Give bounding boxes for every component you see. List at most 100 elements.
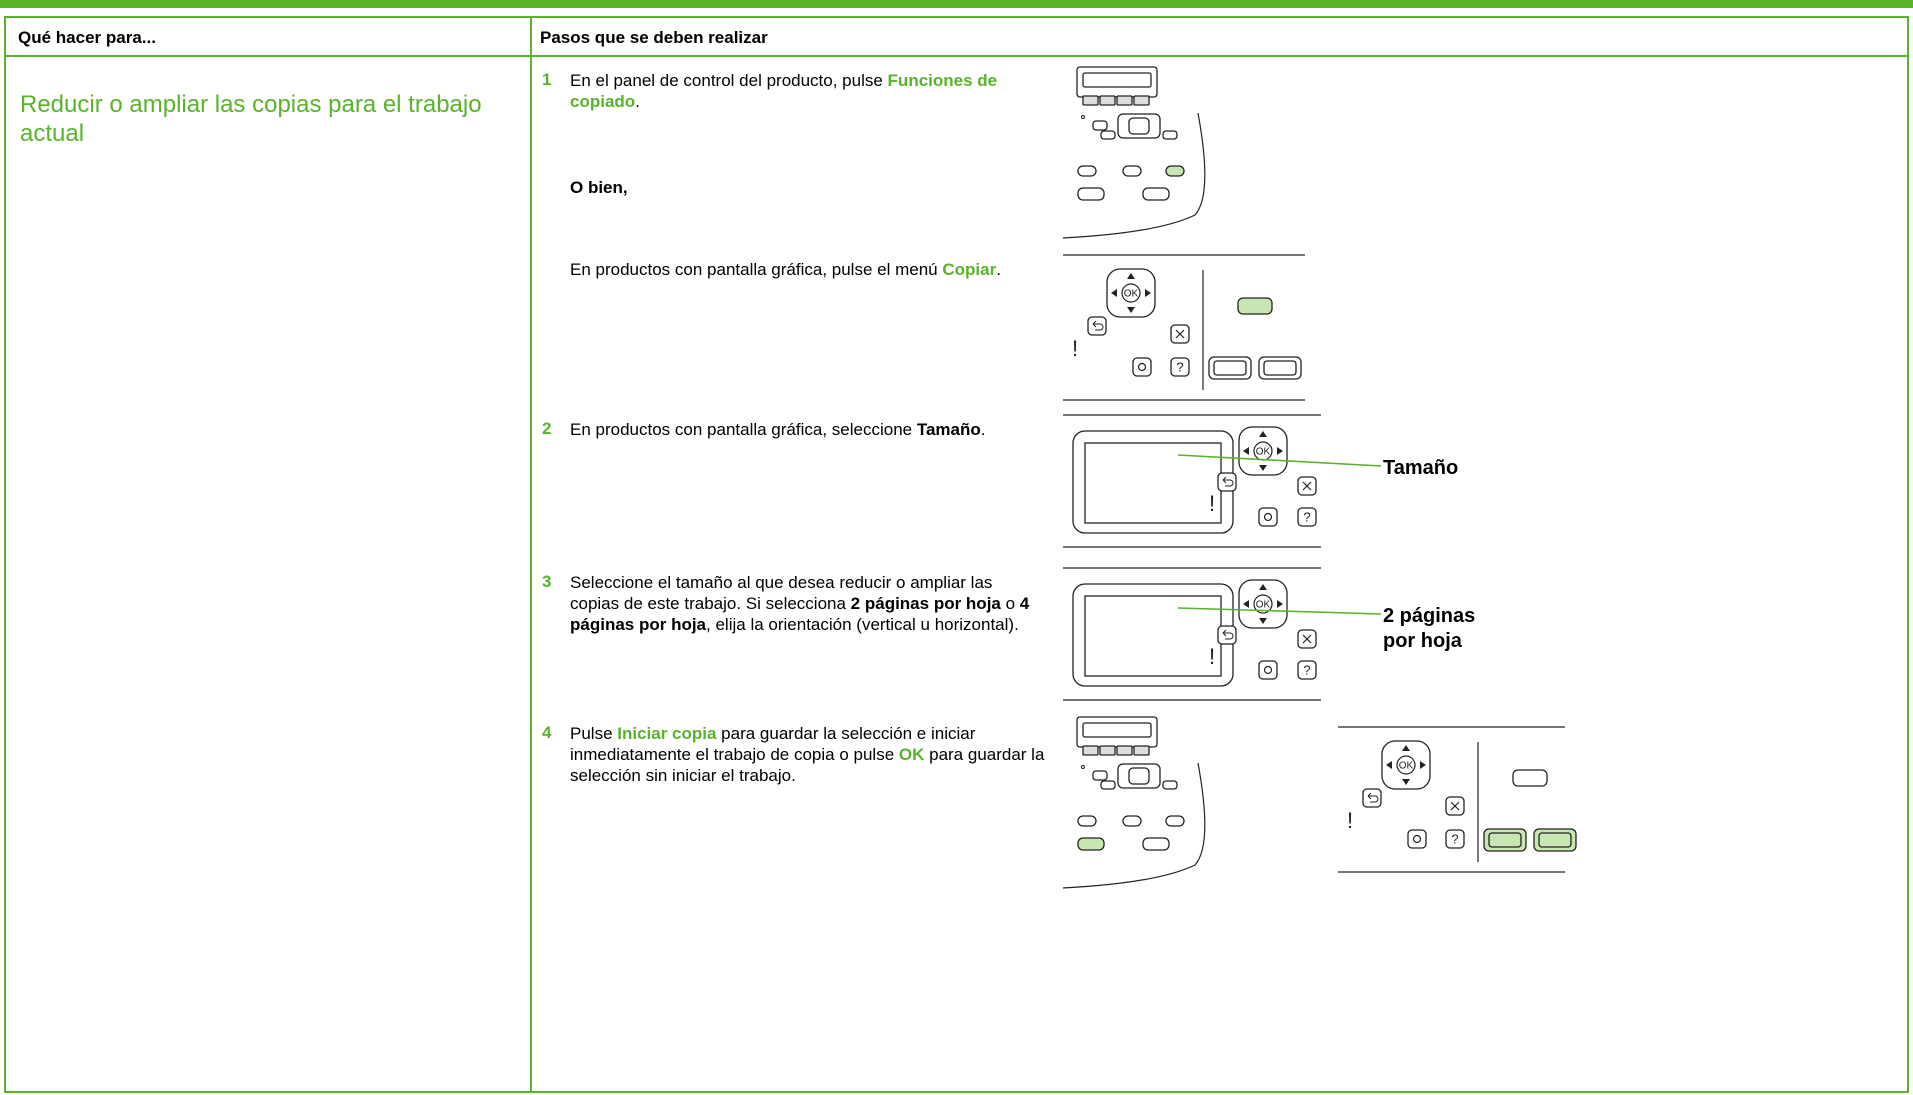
- callout-line: por hoja: [1383, 630, 1463, 652]
- figure-shape: [1362, 788, 1382, 808]
- figure-shape: [1133, 95, 1150, 106]
- figure-shape: [1099, 95, 1116, 106]
- figure-shape: [1092, 120, 1108, 131]
- header-cell: Qué hacer para...: [18, 28, 156, 47]
- figure-shape: [1259, 465, 1267, 471]
- key-label: OK: [1256, 447, 1271, 458]
- figure-shape: [1175, 329, 1185, 339]
- figure-shape: [1386, 761, 1392, 769]
- step-segment: Copiar: [942, 260, 997, 279]
- step-segment: En productos con pantalla gráfica, pulse…: [570, 260, 943, 279]
- figure-shape: [1122, 815, 1142, 827]
- figure-shape: [1302, 481, 1312, 491]
- figure-shape: [1081, 765, 1085, 769]
- figure-shape: [1177, 454, 1382, 467]
- figure-shape: [1122, 165, 1142, 177]
- figure-shape: [1121, 283, 1141, 303]
- figure-shape: [1062, 762, 1206, 889]
- figure-shape: [1420, 761, 1426, 769]
- step-segment: Seleccione el tamaño al que desea reduci…: [570, 573, 993, 613]
- top-bar: [0, 0, 1913, 8]
- figure-shape: [1165, 165, 1185, 177]
- figure-shape: [1145, 289, 1151, 297]
- figure-shape: [1077, 187, 1105, 201]
- figure-shape: [1259, 584, 1267, 590]
- figure-shape: [1402, 745, 1410, 751]
- callout-label: 2 páginas por hoja: [1383, 605, 1475, 652]
- step-segment: Iniciar copia: [617, 724, 717, 743]
- column-rule: [530, 16, 532, 1093]
- step-text: Seleccione el tamaño al que desea reduci…: [570, 572, 1045, 635]
- task-title: Reducir o ampliar las copias para el tra…: [20, 91, 482, 147]
- figure-shape: [1297, 507, 1317, 527]
- figure-shape: [1297, 660, 1317, 680]
- figure-shape: [1213, 360, 1247, 376]
- figure-shape: [1116, 95, 1133, 106]
- figure-shape: [1222, 476, 1234, 487]
- figure-shape: [1137, 362, 1147, 372]
- step-segment: para guardar la selección sin iniciar el…: [570, 745, 1045, 785]
- figure-shape: [1407, 829, 1427, 849]
- figure-shape: [1077, 815, 1097, 827]
- figure-shape: [1512, 769, 1548, 787]
- table-border: [4, 16, 1909, 1093]
- figure-shape: [1162, 780, 1178, 790]
- step-text: O bien,: [570, 177, 1045, 198]
- figure-shape: [1092, 320, 1104, 331]
- figure-shape: [1082, 745, 1099, 756]
- step-segment: En productos con pantalla gráfica, selec…: [570, 420, 917, 439]
- figure-shape: [1077, 837, 1105, 851]
- figure-shape: [1142, 837, 1170, 851]
- figure-shape: [1111, 289, 1117, 297]
- figure-shape: [1396, 755, 1416, 775]
- figure-shape: [1412, 834, 1422, 844]
- figure-shape: [1538, 832, 1572, 848]
- step-segment: O bien,: [570, 178, 628, 197]
- step-segment: Pulse: [570, 724, 618, 743]
- figure-shape: [1132, 357, 1152, 377]
- step-text: En productos con pantalla gráfica, pulse…: [570, 259, 1045, 280]
- key-label: !: [1209, 491, 1215, 516]
- figure-shape: [1243, 447, 1249, 455]
- figure-shape: [1133, 745, 1150, 756]
- key-label: OK: [1256, 600, 1271, 611]
- step-text: Pulse Iniciar copia para guardar la sele…: [570, 723, 1045, 786]
- figure-shape: [1077, 165, 1097, 177]
- step-segment: .: [635, 92, 640, 111]
- step-segment: para guardar la selección e iniciar inme…: [570, 724, 976, 764]
- figure-shape: [1222, 629, 1234, 640]
- step-segment: 4 páginas por hoja: [570, 594, 1030, 634]
- step-text: En el panel de control del producto, pul…: [570, 70, 1045, 112]
- figure-shape: [1367, 792, 1379, 803]
- figure-shape: [1162, 130, 1178, 140]
- figure-shape: [1450, 801, 1460, 811]
- step-segment: 2 páginas por hoja: [850, 594, 1001, 613]
- figure-shape: [1100, 130, 1116, 140]
- figure-shape: [1082, 72, 1152, 88]
- figure-shape: [1263, 512, 1273, 522]
- figure-shape: [1259, 431, 1267, 437]
- header-cell: Pasos que se deben realizar: [540, 28, 768, 47]
- figure-shape: [1084, 442, 1222, 524]
- figure-shape: [1258, 507, 1278, 527]
- figure-shape: [1258, 660, 1278, 680]
- header-rule: [4, 55, 1909, 57]
- figure-shape: [1170, 357, 1190, 377]
- step-segment: Funciones de copiado: [570, 71, 998, 111]
- step-number: 3: [542, 572, 552, 591]
- figure-shape: [1488, 832, 1522, 848]
- figure-shape: [1099, 745, 1116, 756]
- figure-shape: [1128, 117, 1150, 135]
- figure-shape: [1277, 447, 1283, 455]
- figure-shape: [1263, 665, 1273, 675]
- figure-shape: [1127, 273, 1135, 279]
- key-label: OK: [1124, 289, 1139, 300]
- figure-shape: [1402, 779, 1410, 785]
- step-segment: .: [996, 260, 1001, 279]
- figure-shape: [1128, 767, 1150, 785]
- step-number: 4: [542, 723, 552, 742]
- key-label: !: [1347, 808, 1353, 833]
- key-label: !: [1072, 336, 1078, 361]
- figure-shape: [1087, 316, 1107, 336]
